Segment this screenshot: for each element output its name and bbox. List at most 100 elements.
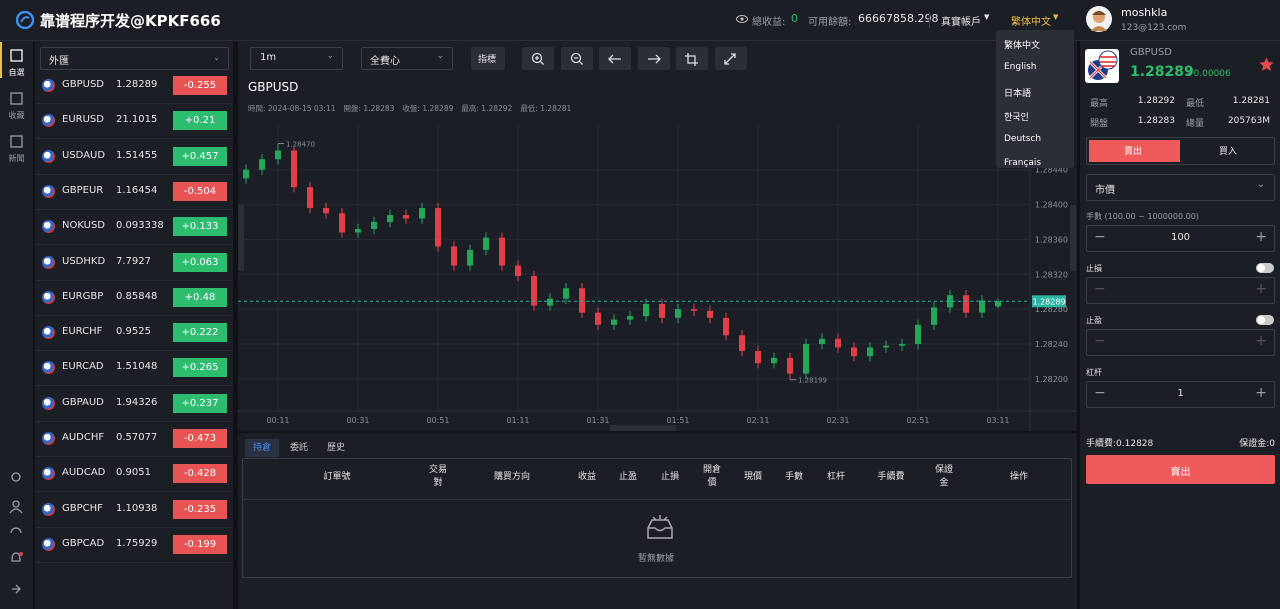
x-tick-label: 01:31 xyxy=(586,416,609,425)
language-option[interactable]: 繁体中文 xyxy=(1004,41,1041,51)
stop-loss-input[interactable]: − + xyxy=(1086,277,1275,304)
candle-body xyxy=(243,169,249,179)
caret: ▼ xyxy=(984,13,990,21)
buy-tab[interactable]: 買入 xyxy=(1219,147,1238,157)
price: 0.57077 xyxy=(116,432,158,443)
price: 1.51455 xyxy=(116,149,158,161)
plus[interactable]: + xyxy=(1255,333,1267,349)
minus[interactable]: − xyxy=(1094,385,1106,401)
flag xyxy=(42,537,55,551)
watch-row[interactable]: EURUSD 21.1015 +0.21 xyxy=(35,103,233,140)
minus[interactable]: − xyxy=(1094,229,1106,245)
candle-body xyxy=(803,344,809,374)
minus[interactable]: − xyxy=(1094,281,1106,297)
watch-row[interactable]: GBPCHF 1.10938 -0.235 xyxy=(35,492,233,528)
column-header: 購買方向 xyxy=(493,472,530,482)
watch-row[interactable]: EURCAD 1.51048 +0.265 xyxy=(35,350,233,387)
flag xyxy=(42,396,55,410)
sidebar-label[interactable]: 自選 xyxy=(8,68,25,77)
avatar[interactable] xyxy=(1086,6,1112,32)
category-select[interactable]: 外匯 ⌄ xyxy=(40,47,229,70)
header: 靠谱程序开发@KPKF666 總收益: 0 可用餘額: 66667858.298… xyxy=(0,0,1280,41)
language-option[interactable]: English xyxy=(1004,62,1037,72)
y-tick-label: 1.28400 xyxy=(1035,201,1068,210)
candle-body xyxy=(595,312,601,325)
account-select[interactable]: 真實帳戶 xyxy=(941,17,981,28)
watch-row[interactable]: GBPUSD 1.28289 -0.255 xyxy=(35,68,233,104)
candle-body xyxy=(691,309,697,311)
sell-tab-bg xyxy=(1089,140,1180,162)
column-header: 止盈 xyxy=(618,472,637,482)
scroll-handle xyxy=(238,205,244,271)
sidebar-icon xyxy=(10,135,23,148)
flag xyxy=(42,361,55,375)
language-option[interactable]: 日本語 xyxy=(1004,89,1032,99)
submit-text: 賣出 xyxy=(1170,467,1191,478)
candle-body xyxy=(643,303,649,317)
chart-tools[interactable] xyxy=(522,47,752,70)
indicator-button[interactable]: 指標 xyxy=(471,47,505,70)
plus[interactable]: + xyxy=(1255,385,1267,401)
ohlc-info: 開盤: 1.28283 xyxy=(344,103,395,113)
take-profit-toggle[interactable] xyxy=(1256,315,1274,325)
x-tick-label: 01:51 xyxy=(666,416,689,425)
watch-row[interactable]: EURGBP 0.85848 +0.48 xyxy=(35,280,233,316)
language-option[interactable]: Français xyxy=(1004,158,1042,168)
watch-row[interactable]: GBPEUR 1.16454 -0.504 xyxy=(35,174,233,210)
order-tab[interactable]: 委託 xyxy=(289,443,308,453)
x-tick-label: 00:11 xyxy=(266,416,289,425)
balance-value: 66667858.298 xyxy=(858,12,939,25)
column-header: 交易對 xyxy=(428,465,447,488)
watch-row[interactable]: GBPCAD 1.75929 -0.199 xyxy=(35,527,233,563)
favorite-star[interactable] xyxy=(1259,57,1274,72)
candle-body xyxy=(851,347,857,357)
interval-select[interactable]: 1m ⌄ xyxy=(250,47,343,70)
ohlc-info: 時間: 2024-08-15 03:11 xyxy=(248,104,336,113)
sell-tab[interactable]: 賣出 xyxy=(1124,147,1143,157)
order-tab[interactable]: 持倉 xyxy=(245,439,279,457)
candle-body xyxy=(515,265,521,277)
symbol: AUDCAD xyxy=(62,467,106,479)
plus[interactable]: + xyxy=(1255,229,1267,245)
submit-button[interactable]: 賣出 xyxy=(1086,455,1275,484)
mode-select[interactable]: 全費心 ⌄ xyxy=(361,47,453,70)
candle-body xyxy=(483,237,489,250)
sidebar-label[interactable]: 收藏 xyxy=(8,111,25,120)
sidebar-label[interactable]: 新聞 xyxy=(8,154,25,163)
watch-row[interactable]: GBPAUD 1.94326 +0.237 xyxy=(35,386,233,422)
flag xyxy=(42,149,55,163)
order-type-select[interactable]: 市價 ⌄ xyxy=(1086,174,1275,201)
leverage-label: 杠杆 xyxy=(1086,368,1102,377)
ohlc-info: 最低: 1.28281 xyxy=(520,103,571,113)
watch-row[interactable]: USDAUD 1.51455 +0.457 xyxy=(35,139,233,175)
minus[interactable]: − xyxy=(1094,333,1106,349)
language-option[interactable]: 한국인 xyxy=(1004,113,1029,123)
watch-row[interactable]: USDHKD 7.7927 +0.063 xyxy=(35,245,233,281)
watch-row[interactable]: AUDCHF 0.57077 -0.473 xyxy=(35,421,233,457)
candle-body xyxy=(563,288,569,299)
order-tab[interactable]: 歷史 xyxy=(326,443,345,453)
x-tick-label: 02:31 xyxy=(826,416,849,425)
x-tick-label: 00:31 xyxy=(346,416,369,425)
last-price-label: 1.28289 xyxy=(1032,297,1065,306)
stop-loss-toggle[interactable] xyxy=(1256,263,1274,273)
language-option[interactable]: Deutsch xyxy=(1004,134,1042,144)
orders-panel: 暫無數據 訂單號 交易對 購買方向 收益 止盈 止損 開倉價 現價 手數 杠杆 手續費 保證金 操作 持… xyxy=(238,433,1077,609)
balance-label: 可用餘額: xyxy=(808,17,852,28)
price: 0.9051 xyxy=(116,467,151,479)
watch-row[interactable]: AUDCAD 0.9051 -0.428 xyxy=(35,456,233,493)
take-profit-input[interactable]: − + xyxy=(1086,329,1275,356)
stat-value: 1.28281 xyxy=(1232,96,1270,106)
language-select[interactable]: 繁体中文 xyxy=(1011,17,1051,28)
symbol-flag xyxy=(1085,49,1119,83)
plus[interactable]: + xyxy=(1255,281,1267,297)
lots-input[interactable]: − 100 + xyxy=(1086,225,1275,252)
change-badge: +0.21 xyxy=(173,111,227,131)
watch-row[interactable]: EURCHF 0.9525 +0.222 xyxy=(35,315,233,352)
sidebar-bottom-icons[interactable] xyxy=(0,471,33,601)
symbol: GBPCAD xyxy=(62,537,105,549)
leverage-input[interactable]: − 1 + xyxy=(1086,381,1275,408)
eye-icon[interactable] xyxy=(736,14,748,24)
x-tick-label: 03:11 xyxy=(986,416,1009,425)
watch-row[interactable]: NOKUSD 0.093338 +0.133 xyxy=(35,209,233,246)
